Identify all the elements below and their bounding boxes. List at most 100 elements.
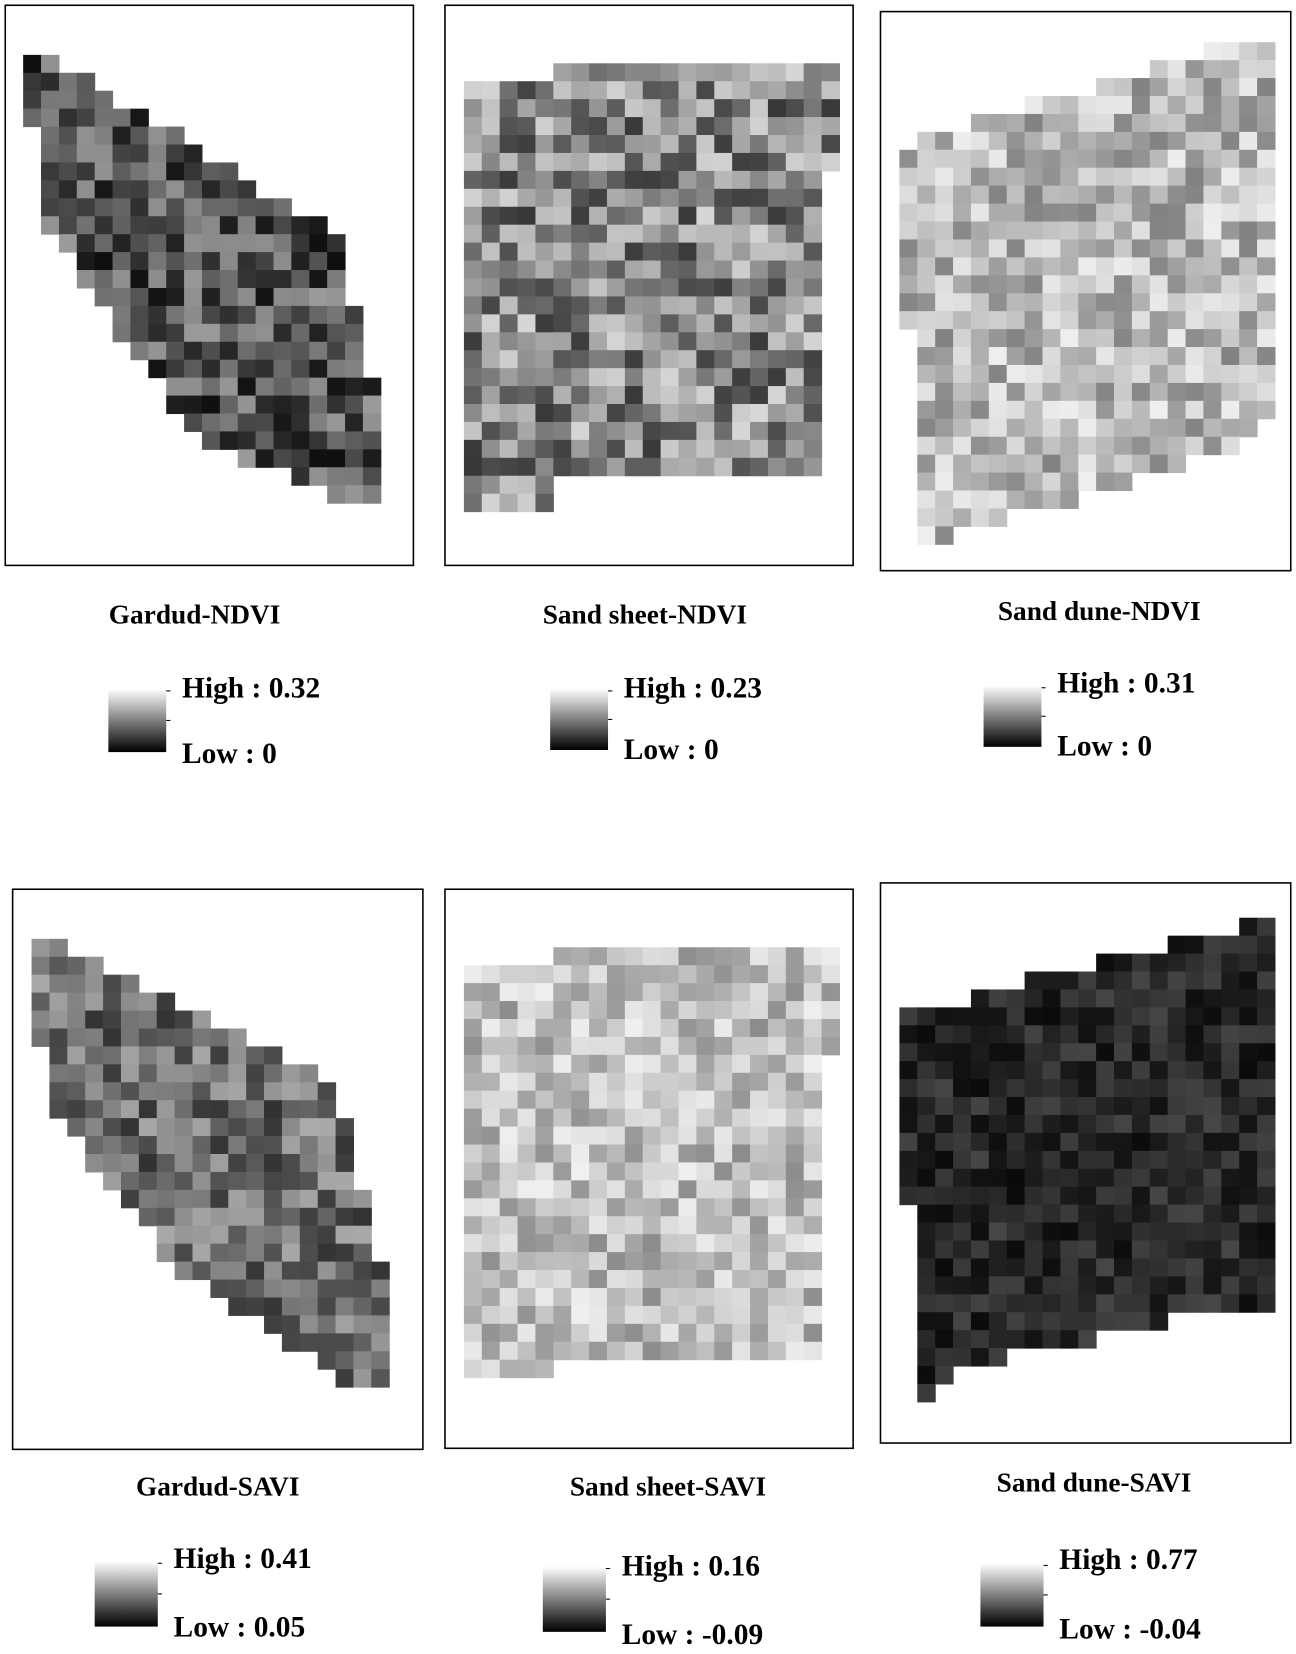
raster-cell (1114, 400, 1133, 420)
raster-cell (1131, 149, 1151, 169)
raster-cell (517, 188, 536, 208)
raster-cell (606, 1036, 626, 1056)
raster-cell (1185, 293, 1204, 312)
raster-cell (1167, 418, 1187, 438)
raster-cell (1060, 436, 1079, 456)
raster-cell (264, 1297, 283, 1316)
raster-cell (1006, 418, 1026, 438)
raster-cell (174, 1064, 194, 1083)
raster-cell (237, 216, 257, 235)
raster-cell (1221, 42, 1240, 61)
raster-cell (1257, 1204, 1276, 1224)
raster-cell (1096, 436, 1115, 456)
raster-cell (317, 1297, 337, 1316)
raster-cell (953, 293, 972, 312)
raster-cell (130, 270, 149, 289)
raster-cell (237, 252, 257, 271)
raster-cell (1167, 364, 1187, 384)
raster-cell (970, 347, 990, 366)
raster-cell (1060, 1294, 1079, 1313)
raster-cell (1114, 1132, 1133, 1152)
raster-cell (535, 1072, 554, 1092)
raster-cell (571, 242, 590, 262)
raster-cell (553, 1036, 572, 1056)
raster-cell (988, 293, 1008, 312)
raster-cell (1203, 382, 1222, 402)
raster-cell (481, 1252, 501, 1271)
raster-cell (953, 1150, 972, 1170)
raster-cell (803, 242, 823, 262)
raster-cell (335, 1118, 354, 1137)
raster-cell (1203, 203, 1222, 223)
raster-cell (1114, 1007, 1133, 1026)
raster-cell (606, 1018, 626, 1038)
raster-cell (112, 126, 131, 146)
raster-cell (553, 386, 572, 405)
raster-cell (1024, 311, 1044, 330)
raster-cell (750, 1001, 769, 1020)
raster-cell (803, 1180, 823, 1199)
raster-cell (750, 1341, 769, 1361)
raster-cell (899, 185, 918, 205)
raster-cell (953, 1025, 972, 1044)
raster-cell (1131, 347, 1151, 366)
raster-cell (273, 359, 292, 379)
raster-cell (138, 1189, 158, 1209)
raster-cell (1185, 1025, 1204, 1044)
raster-cell (642, 1162, 662, 1181)
raster-cell (642, 188, 662, 208)
raster-cell (642, 63, 662, 82)
raster-cell (732, 421, 751, 441)
raster-cell (1078, 989, 1097, 1008)
raster-cell (281, 1136, 301, 1155)
raster-cell (767, 368, 787, 387)
raster-cell (291, 395, 310, 415)
raster-cell (67, 1100, 86, 1119)
raster-cell (624, 117, 644, 136)
raster-cell (660, 224, 680, 244)
raster-cell (1167, 1079, 1187, 1098)
raster-cell (750, 965, 769, 984)
raster-cell (1024, 400, 1044, 420)
raster-cell (1167, 257, 1187, 276)
raster-cell (219, 162, 239, 181)
raster-cell (281, 1100, 301, 1119)
raster-cell (767, 1090, 787, 1110)
raster-cell (353, 1351, 372, 1370)
raster-cell (1006, 1294, 1026, 1313)
raster-cell (499, 1036, 519, 1056)
raster-cell (785, 457, 805, 477)
raster-cell (606, 1252, 626, 1271)
raster-cell (219, 287, 239, 307)
raster-cell (481, 1305, 501, 1325)
raster-cell (624, 188, 644, 208)
raster-cell (1149, 1204, 1169, 1224)
raster-cell (1185, 953, 1204, 973)
raster-cell (499, 1054, 519, 1074)
raster-cell (1149, 185, 1169, 205)
raster-cell (553, 117, 572, 136)
raster-cell (917, 203, 936, 223)
raster-cell (606, 1341, 626, 1361)
raster-cell (299, 1207, 319, 1227)
raster-cell (767, 1162, 787, 1181)
raster-cell (535, 135, 554, 154)
raster-cell (1203, 1222, 1222, 1242)
raster-cell (553, 404, 572, 423)
raster-cell (1239, 1186, 1258, 1206)
raster-cell (1203, 131, 1222, 151)
raster-cell (821, 947, 840, 966)
raster-cell (714, 1180, 733, 1199)
raster-cell (1096, 221, 1115, 240)
raster-cell (517, 1305, 536, 1325)
raster-cell (732, 332, 751, 351)
raster-cell (103, 1118, 122, 1137)
raster-cell (660, 1216, 680, 1235)
raster-cell (571, 947, 590, 966)
raster-cell (184, 359, 203, 379)
raster-cell (732, 1072, 751, 1092)
raster-cell (571, 1287, 590, 1307)
raster-cell (166, 216, 185, 235)
raster-cell (1221, 989, 1240, 1008)
raster-cell (1024, 185, 1044, 205)
